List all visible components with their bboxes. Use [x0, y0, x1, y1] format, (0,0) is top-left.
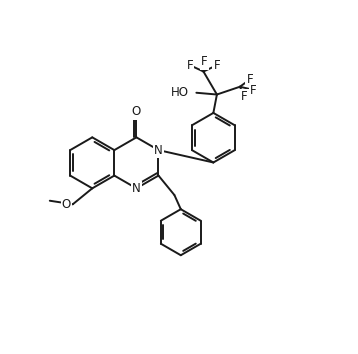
Text: HO: HO: [170, 86, 189, 99]
Text: F: F: [187, 59, 193, 72]
Text: F: F: [241, 90, 247, 103]
Text: O: O: [132, 105, 141, 118]
Text: F: F: [214, 59, 220, 72]
Text: N: N: [132, 182, 141, 195]
Text: N: N: [154, 144, 163, 156]
Text: F: F: [247, 73, 253, 86]
Text: O: O: [62, 198, 71, 211]
Text: F: F: [201, 56, 208, 68]
Text: F: F: [250, 84, 257, 97]
